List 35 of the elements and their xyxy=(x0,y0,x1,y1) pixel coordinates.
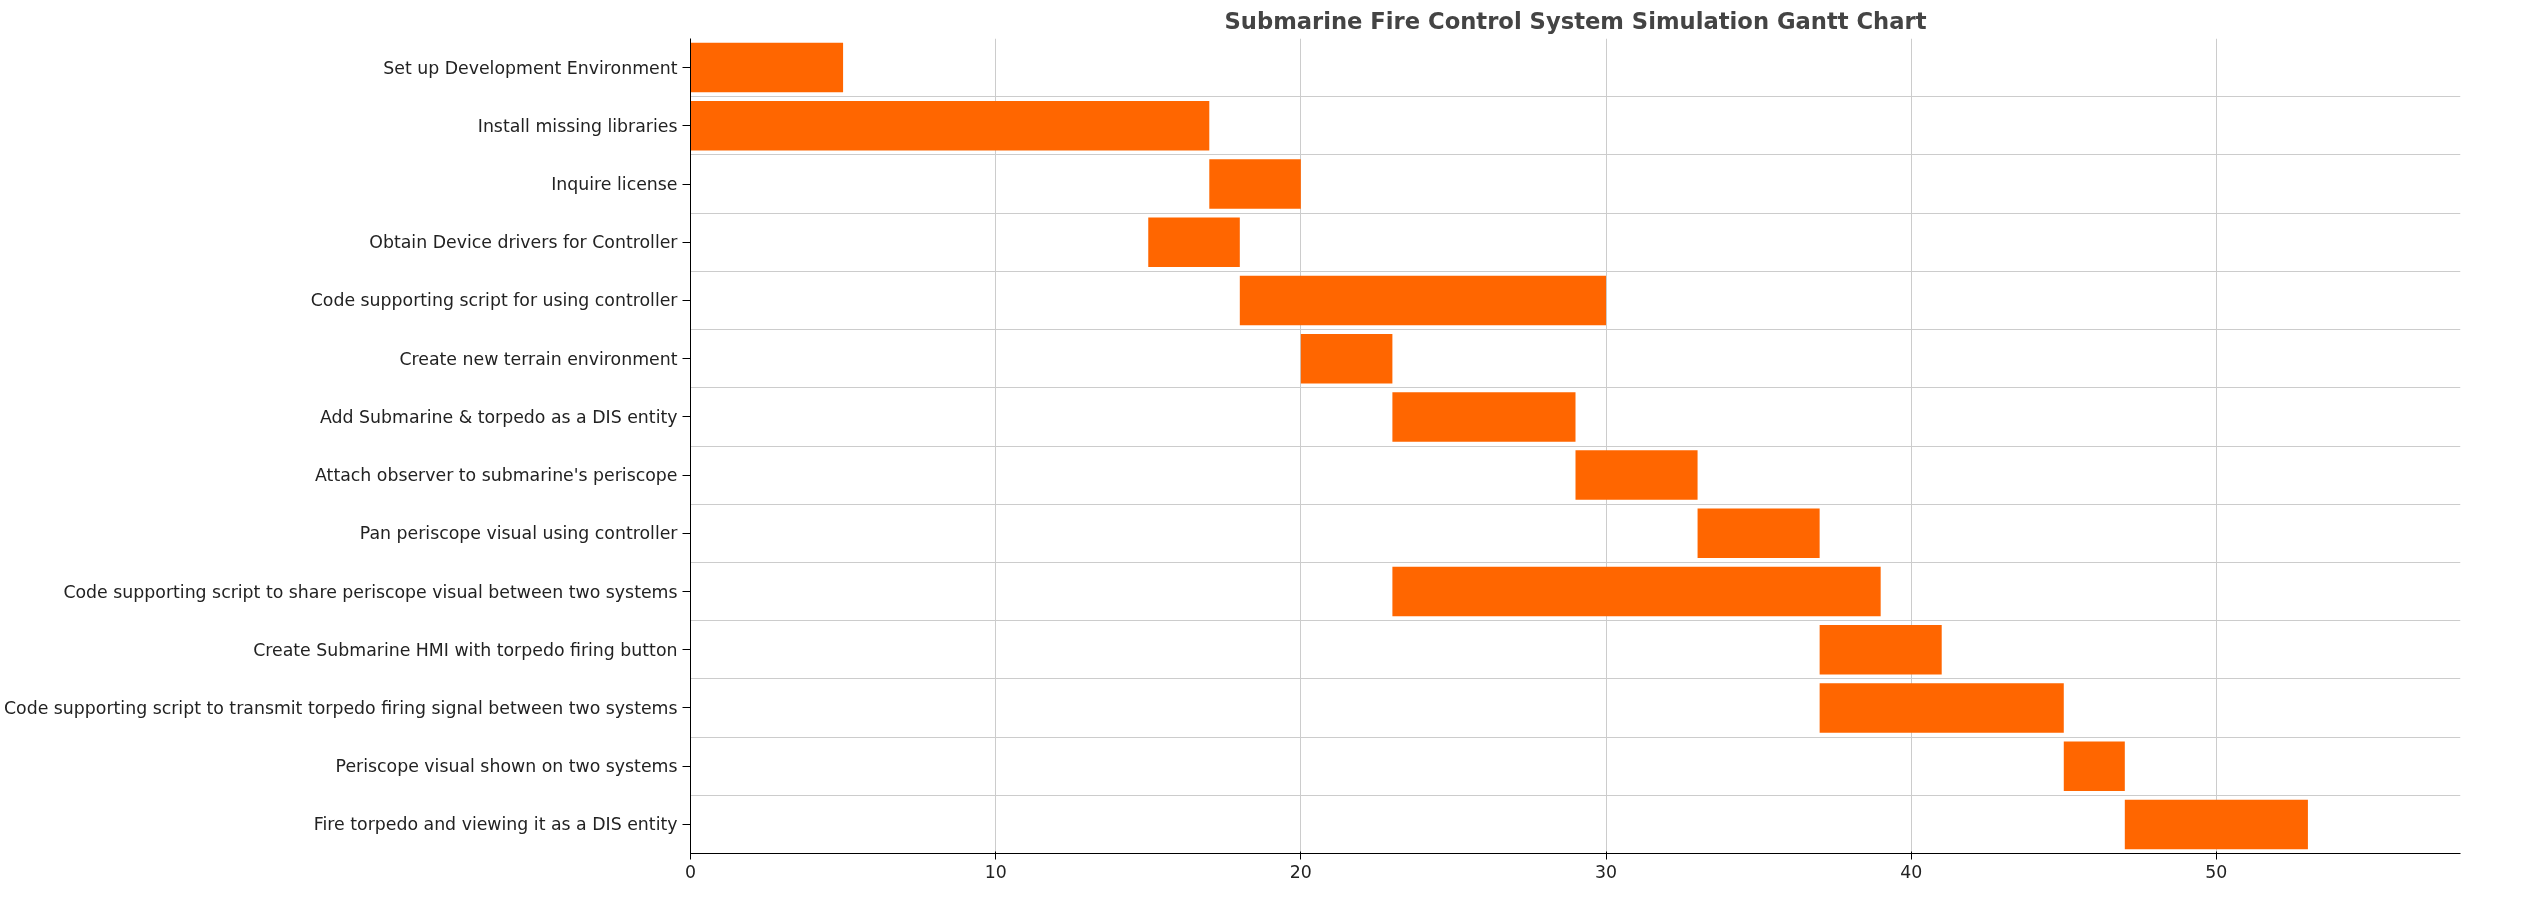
y-tick-label: Fire torpedo and viewing it as a DIS entity xyxy=(313,814,678,835)
y-tick-label: Inquire license xyxy=(551,174,678,195)
bar xyxy=(1697,508,1820,559)
x-tick-label: 40 xyxy=(1900,861,1923,882)
bar xyxy=(1209,159,1301,209)
bar xyxy=(1819,625,1942,675)
x-tick-label: 20 xyxy=(1289,861,1312,882)
y-tick-label: Code supporting script for using controller xyxy=(310,290,679,311)
y-tick-label: Set up Development Environment xyxy=(383,57,678,78)
bar xyxy=(1819,683,2064,733)
y-tick-label: Attach observer to submarine's periscope xyxy=(315,465,678,486)
y-tick-label: Periscope visual shown on two systems xyxy=(335,756,678,777)
bar xyxy=(1300,333,1393,384)
bar xyxy=(1392,392,1576,442)
x-tick-label: 30 xyxy=(1594,861,1618,882)
y-tick-label: Install missing libraries xyxy=(477,115,678,136)
bar xyxy=(2124,799,2308,850)
bar xyxy=(690,101,1210,151)
y-tick-label: Add Submarine & torpedo as a DIS entity xyxy=(320,406,678,427)
y-tick-label: Create Submarine HMI with torpedo firing button xyxy=(253,639,678,660)
x-tick-label: 10 xyxy=(984,861,1007,882)
bar xyxy=(1575,450,1698,500)
chart-title: Submarine Fire Control System Simulation Gantt Chart xyxy=(1224,7,1927,34)
x-tick-label: 0 xyxy=(684,861,697,882)
y-tick-label: Create new terrain environment xyxy=(399,348,678,369)
bar xyxy=(1148,217,1240,267)
y-tick-label: Pan periscope visual using controller xyxy=(359,523,679,544)
x-tick-label: 50 xyxy=(2205,861,2228,882)
y-tick-label: Code supporting script to transmit torpedo firing signal between two systems xyxy=(3,697,678,718)
bar xyxy=(2063,741,2125,791)
y-tick-label: Code supporting script to share periscope visual between two systems xyxy=(63,581,678,602)
bar xyxy=(1239,275,1607,326)
bar xyxy=(690,42,844,93)
bar xyxy=(1392,566,1881,617)
y-tick-label: Obtain Device drivers for Controller xyxy=(369,232,679,253)
